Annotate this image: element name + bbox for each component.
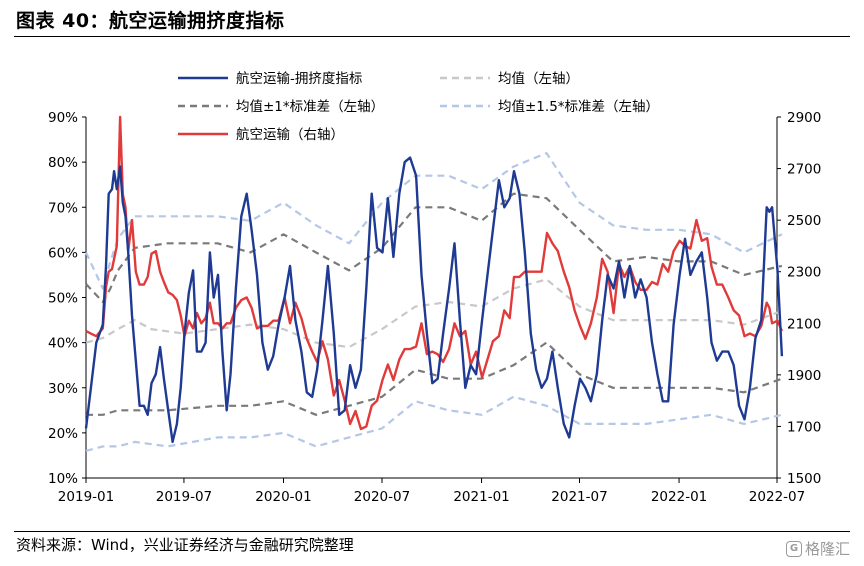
series-line-2 bbox=[85, 192, 783, 304]
x-tick-label: 2020-01 bbox=[255, 489, 311, 505]
x-tick-label: 2019-07 bbox=[156, 489, 212, 505]
x-tick-label: 2019-01 bbox=[58, 489, 114, 505]
x-tick-label: 2021-01 bbox=[453, 489, 509, 505]
y-tick-label-left: 90% bbox=[48, 110, 78, 126]
legend-label: 航空运输（右轴） bbox=[236, 127, 344, 143]
y-tick-label-right: 1500 bbox=[787, 471, 821, 487]
watermark: G 格隆汇 bbox=[785, 538, 850, 559]
y-tick-label-left: 60% bbox=[48, 245, 78, 261]
legend-label: 航空运输-拥挤度指标 bbox=[236, 71, 362, 87]
x-tick-label: 2021-07 bbox=[551, 489, 607, 505]
source-note: 资料来源：Wind，兴业证券经济与金融研究院整理 bbox=[16, 536, 354, 554]
title-rule bbox=[14, 36, 850, 37]
y-tick-label-right: 1700 bbox=[787, 419, 821, 435]
x-tick-label: 2022-07 bbox=[749, 489, 805, 505]
legend-label: 均值±1.5*标准差（左轴） bbox=[498, 99, 659, 115]
x-tick-label: 2022-01 bbox=[651, 489, 707, 505]
y-tick-label-left: 80% bbox=[48, 155, 78, 171]
y-tick-label-right: 2500 bbox=[787, 213, 821, 229]
y-tick-label-left: 10% bbox=[48, 471, 78, 487]
y-tick-label-left: 50% bbox=[48, 291, 78, 307]
y-tick-label-left: 70% bbox=[48, 200, 78, 216]
series-line-0 bbox=[84, 156, 784, 444]
chart-canvas: 10% 20% 30% 40% 50% 60% 70% 80% 90% 1500 1700 1900 2… bbox=[48, 71, 821, 505]
source-rule bbox=[14, 531, 850, 532]
series-line-6 bbox=[85, 115, 784, 431]
legend-label: 均值（左轴） bbox=[498, 71, 579, 87]
y-tick-label-right: 2700 bbox=[787, 162, 821, 178]
watermark-logo-icon: G bbox=[785, 540, 802, 557]
y-tick-label-right: 1900 bbox=[787, 368, 821, 384]
y-tick-label-left: 40% bbox=[48, 336, 78, 352]
y-tick-label-right: 2100 bbox=[787, 316, 821, 332]
series-line-4 bbox=[85, 152, 783, 290]
legend-label: 均值±1*标准差（左轴） bbox=[236, 99, 384, 115]
y-tick-label-left: 30% bbox=[48, 381, 78, 397]
watermark-text: 格隆汇 bbox=[804, 540, 850, 558]
series-line-3 bbox=[86, 341, 783, 416]
y-tick-label-right: 2900 bbox=[787, 110, 821, 126]
y-tick-label-left: 20% bbox=[48, 426, 78, 442]
y-tick-label-right: 2300 bbox=[787, 265, 821, 281]
x-tick-label: 2020-07 bbox=[354, 489, 410, 505]
figure-title: 图表 40：航空运输拥挤度指标 bbox=[16, 10, 285, 32]
series-line-5 bbox=[85, 395, 783, 452]
